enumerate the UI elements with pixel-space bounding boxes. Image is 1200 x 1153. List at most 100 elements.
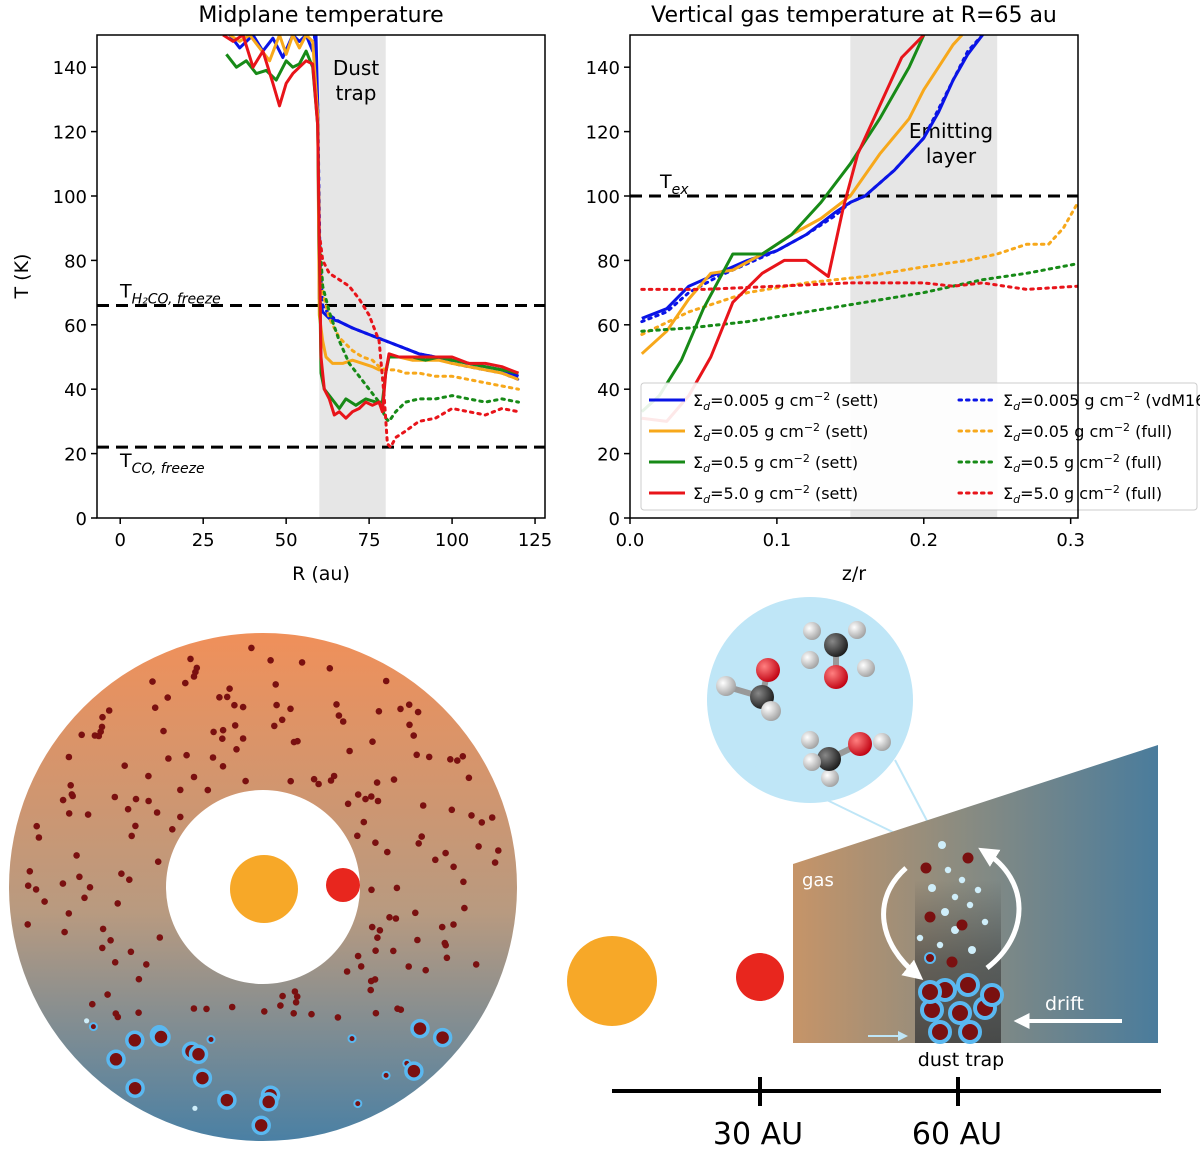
face-on-disk-illustration <box>9 633 517 1141</box>
dust-grain <box>357 963 365 970</box>
dust-grain <box>354 791 362 798</box>
series-line-b-5 <box>640 262 1078 333</box>
dust-grain <box>920 862 932 874</box>
chart-a-xlabel: R (au) <box>292 563 350 585</box>
x-tick-label: 0.3 <box>1056 530 1085 551</box>
dust-grain <box>488 814 496 821</box>
dust-grain <box>393 884 401 892</box>
dust-grain <box>132 795 140 803</box>
dust-grain <box>59 880 67 887</box>
x-tick-label: 0.0 <box>616 530 645 551</box>
y-tick-label: 0 <box>609 509 620 530</box>
dust-grain <box>315 780 322 788</box>
dust-grain <box>308 1010 315 1018</box>
icy-grain <box>410 1018 430 1039</box>
dust-grain <box>190 673 198 680</box>
dust-grain <box>374 797 382 805</box>
small-icy-grain <box>206 1035 216 1044</box>
dust-grain <box>441 939 449 947</box>
dust-grain <box>368 886 375 894</box>
dust-grain <box>291 988 299 995</box>
planet-red-edge <box>736 953 784 1001</box>
dust-grain <box>495 847 502 854</box>
small-icy-grain <box>924 952 936 964</box>
icy-grain <box>980 983 1004 1007</box>
chart-b-frame <box>629 34 1079 519</box>
threshold-label-0: Tex <box>659 171 689 198</box>
dust-grain <box>271 722 278 730</box>
dust-grain <box>154 858 162 865</box>
dust-grain <box>418 833 426 840</box>
dust-grain <box>248 644 255 652</box>
ice-grain <box>968 946 976 954</box>
icy-grain <box>258 1092 279 1112</box>
legend-box <box>640 382 1198 511</box>
icy-grain <box>217 1090 237 1110</box>
dust-grain <box>924 911 936 923</box>
dust-grain <box>65 753 73 761</box>
dust-grain <box>182 679 189 687</box>
dust-grain <box>67 782 74 789</box>
dust-grain <box>89 1000 96 1008</box>
dust-trap-shade <box>319 35 386 518</box>
y-tick-label: 60 <box>64 316 87 337</box>
drift-label: drift <box>1045 993 1084 1015</box>
legend-label-0: Σd=0.005 g cm−2 (sett) <box>693 390 879 413</box>
dust-grain <box>126 876 133 883</box>
icy-grain <box>125 1030 145 1051</box>
dust-grain <box>362 795 369 803</box>
dust-grain <box>491 859 499 866</box>
dust-grain <box>65 910 73 917</box>
legend-label-3: Σd=0.05 g cm−2 (full) <box>1003 421 1172 444</box>
dust-grain <box>239 735 247 742</box>
dust-grain <box>425 753 433 761</box>
dust-grain <box>956 919 968 931</box>
dust-grain <box>443 954 451 962</box>
dust-grain <box>86 884 94 891</box>
dust-grain <box>478 819 486 826</box>
dust-trap-label-line2: trap <box>335 81 376 105</box>
x-tick-label: 125 <box>518 530 552 551</box>
threshold-label-0: TH₂CO, freeze <box>119 280 221 307</box>
dust-grain <box>26 868 34 875</box>
ice-grain <box>958 876 966 884</box>
y-tick-label: 20 <box>64 445 87 466</box>
h2co-molecule <box>716 658 781 721</box>
ice-grain <box>974 886 982 894</box>
dust-grain <box>219 735 226 742</box>
dust-grain <box>343 968 351 975</box>
dust-grain <box>216 694 223 701</box>
icy-grain <box>918 980 942 1004</box>
legend-label-4: Σd=0.5 g cm−2 (sett) <box>693 452 858 475</box>
dust-grain <box>372 1009 380 1017</box>
icy-grain <box>432 1027 453 1048</box>
series-line-b-7 <box>640 281 1078 291</box>
dust-grain <box>99 944 106 952</box>
series-line-a-5 <box>318 246 520 423</box>
dust-grain <box>118 870 125 877</box>
ice-grain <box>951 926 959 934</box>
dust-grain <box>410 732 418 739</box>
dust-grain <box>382 677 390 685</box>
dust-grain <box>190 1005 198 1012</box>
dust-grain <box>127 948 135 956</box>
dust-grain <box>209 754 217 761</box>
dust-grain <box>190 773 198 781</box>
dust-grain <box>277 1002 284 1009</box>
ch3oh-molecule-2 <box>801 731 891 787</box>
dust-grain <box>156 934 164 941</box>
dust-grain <box>149 678 156 685</box>
dust-grain <box>405 963 413 970</box>
dust-grain <box>267 657 274 664</box>
dust-grain <box>390 776 398 783</box>
y-tick-label: 40 <box>64 380 87 401</box>
dust-grain <box>335 712 343 719</box>
dust-grain <box>372 947 379 954</box>
dust-grain <box>204 786 212 794</box>
y-tick-label: 120 <box>53 123 87 144</box>
star-orange <box>230 855 298 923</box>
dust-grain <box>160 727 167 735</box>
series-line-a-7 <box>318 239 520 449</box>
dust-grain <box>460 878 467 886</box>
